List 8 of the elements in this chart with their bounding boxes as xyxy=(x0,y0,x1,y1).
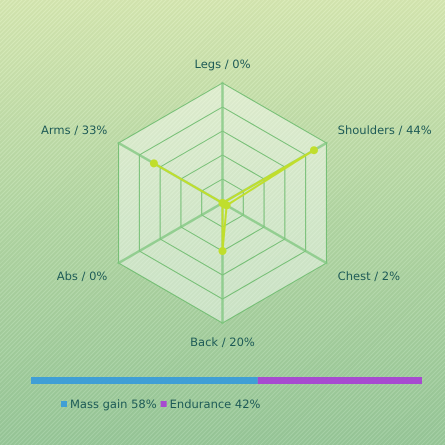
spoke-label: Arms / 33% xyxy=(40,123,108,137)
spoke-label: Chest / 2% xyxy=(338,269,400,283)
spoke-label: Back / 20% xyxy=(190,335,255,349)
spoke-label: Shoulders / 44% xyxy=(338,123,432,137)
spoke-label: Legs / 0% xyxy=(194,57,251,71)
legend-label: Mass gain 58% xyxy=(70,397,157,411)
spoke-label: Abs / 0% xyxy=(56,269,108,283)
legend-label: Endurance 42% xyxy=(170,397,261,411)
